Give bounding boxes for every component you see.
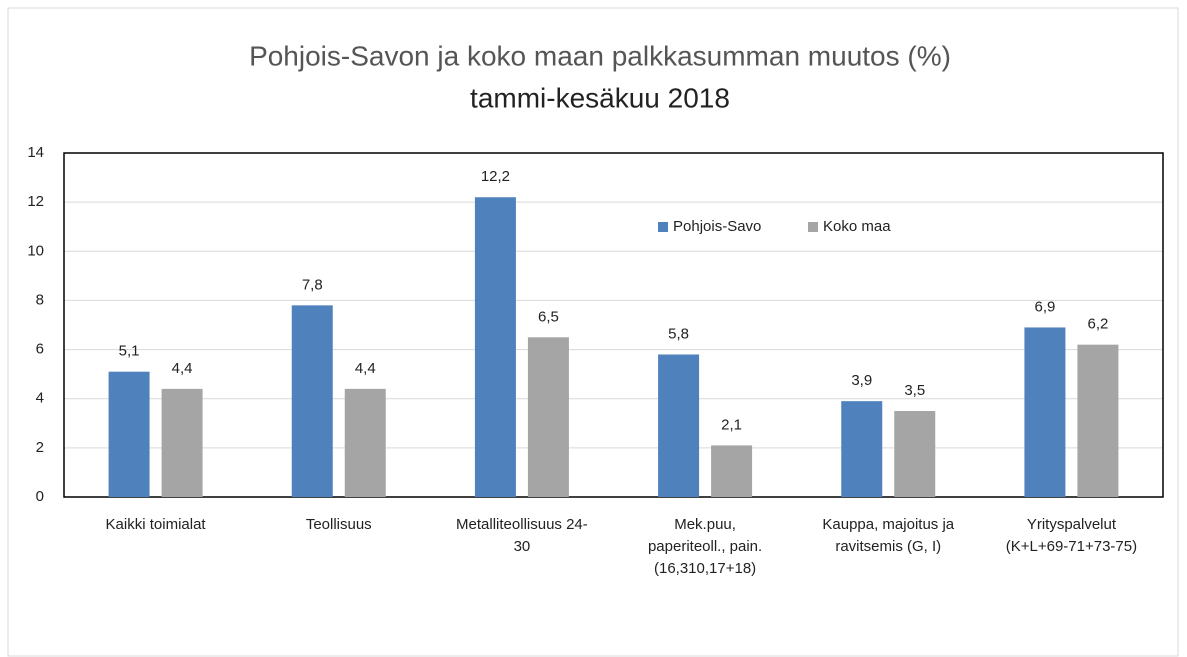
- chart-subtitle: tammi-kesäkuu 2018: [470, 82, 730, 113]
- value-label: 12,2: [481, 168, 510, 185]
- y-tick-label: 4: [36, 390, 44, 407]
- bar: [1024, 327, 1066, 497]
- bar: [1077, 344, 1119, 497]
- y-tick-label: 10: [27, 242, 44, 259]
- legend-swatch: [808, 222, 818, 232]
- bar: [161, 388, 203, 497]
- value-label: 3,5: [904, 382, 925, 399]
- y-tick-label: 2: [36, 439, 44, 456]
- bar: [841, 401, 883, 497]
- value-label: 5,8: [668, 325, 689, 342]
- x-tick-label: (16,310,17+18): [654, 560, 756, 577]
- y-tick-label: 8: [36, 291, 44, 308]
- value-label: 6,9: [1034, 298, 1055, 315]
- bar: [658, 354, 700, 497]
- value-label: 4,4: [355, 360, 376, 377]
- legend-swatch: [658, 222, 668, 232]
- chart-title: Pohjois-Savon ja koko maan palkkasumman …: [249, 40, 951, 71]
- x-tick-label: Mek.puu,: [674, 516, 736, 533]
- bar: [711, 445, 753, 497]
- legend-label: Pohjois-Savo: [673, 218, 761, 235]
- value-label: 2,1: [721, 416, 742, 433]
- y-tick-label: 6: [36, 341, 44, 358]
- bar: [108, 371, 150, 497]
- bar: [474, 197, 516, 497]
- x-tick-label: Metalliteollisuus 24-: [456, 516, 588, 533]
- value-label: 3,9: [851, 372, 872, 389]
- x-tick-label: paperiteoll., pain.: [648, 538, 762, 555]
- y-tick-label: 12: [27, 193, 44, 210]
- bar: [527, 337, 569, 497]
- value-label: 6,5: [538, 308, 559, 325]
- bar: [894, 411, 936, 497]
- x-tick-label: 30: [514, 538, 531, 555]
- x-tick-label: ravitsemis (G, I): [835, 538, 941, 555]
- legend-label: Koko maa: [823, 218, 891, 235]
- y-tick-label: 14: [27, 144, 44, 161]
- value-label: 7,8: [302, 276, 323, 293]
- chart-frame: [7, 7, 1179, 657]
- x-tick-label: Yrityspalvelut: [1027, 516, 1117, 533]
- x-tick-label: Kaikki toimialat: [106, 516, 207, 533]
- x-tick-label: (K+L+69-71+73-75): [1006, 538, 1137, 555]
- bar: [291, 305, 333, 497]
- x-tick-label: Kauppa, majoitus ja: [822, 516, 954, 533]
- value-label: 5,1: [119, 343, 140, 360]
- value-label: 6,2: [1087, 316, 1108, 333]
- bar: [344, 388, 386, 497]
- value-label: 4,4: [172, 360, 193, 377]
- x-tick-label: Teollisuus: [306, 516, 372, 533]
- plot-frame: [63, 152, 1164, 498]
- y-tick-label: 0: [36, 488, 44, 505]
